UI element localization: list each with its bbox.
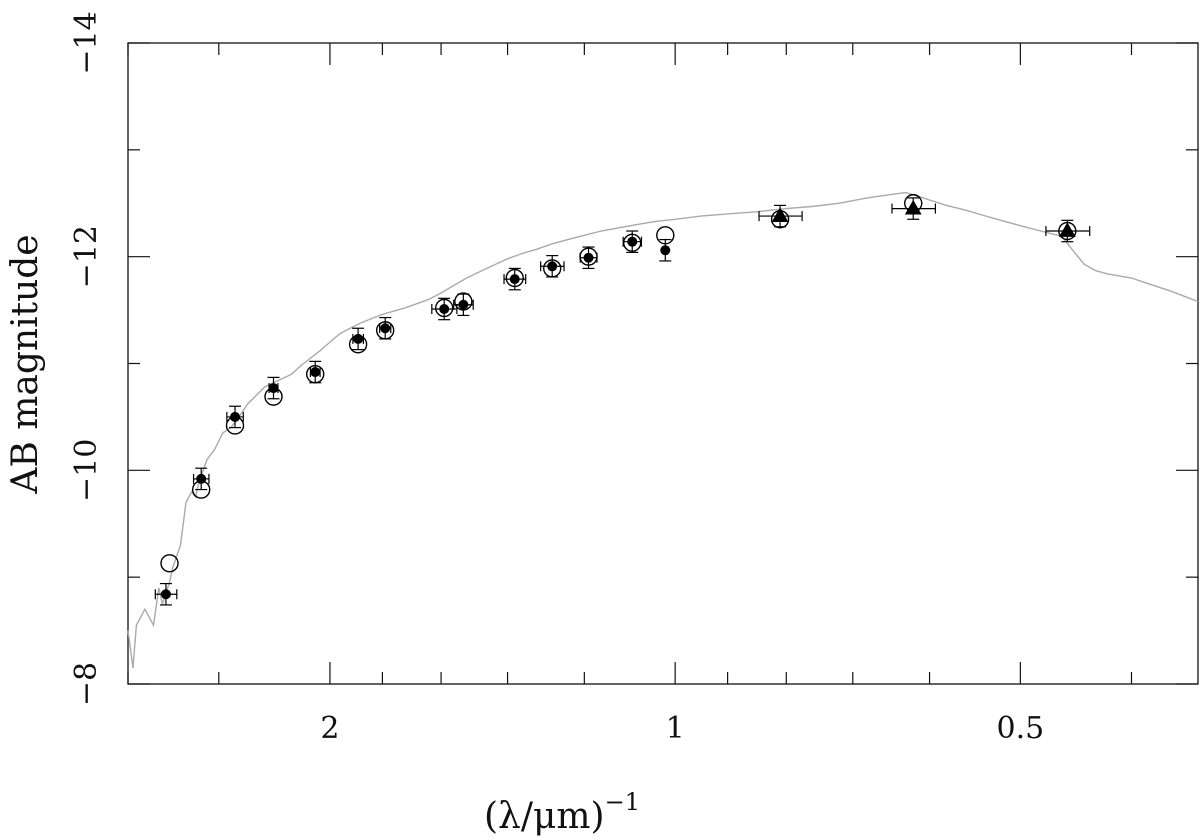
y-tick-label: −8 xyxy=(69,662,104,706)
open-circle-point xyxy=(623,233,642,252)
tick-labels: −8 −10 −12 −14 2 1 0.5 xyxy=(69,11,1044,746)
filled-circle-point xyxy=(160,589,171,600)
x-axis-title: (λ/μm)−1 xyxy=(484,788,640,837)
y-axis-label: AB magnitude xyxy=(5,234,46,494)
model-spectrum-line xyxy=(127,191,1199,669)
open-circle-point xyxy=(306,364,325,384)
open-circle-point xyxy=(579,247,598,266)
model-spectrum-layer xyxy=(127,191,1199,669)
open-circle-point xyxy=(264,387,283,406)
open-circle-point xyxy=(543,259,562,278)
plot-border xyxy=(127,42,1199,685)
x-axis-exponent: −1 xyxy=(605,788,640,816)
x-tick-label: 1 xyxy=(666,711,685,746)
filled-circle-point xyxy=(310,367,321,378)
open-circle-point xyxy=(191,480,211,499)
filled-circle-point xyxy=(439,304,450,315)
open-circle-point xyxy=(225,416,245,435)
x-tick-label: 2 xyxy=(320,711,339,746)
plot-frame xyxy=(127,42,1199,685)
filled-circle-point xyxy=(547,261,558,272)
filled-circle-point xyxy=(627,236,638,247)
filled-circle-point xyxy=(660,245,671,256)
x-tick-label: 0.5 xyxy=(997,711,1045,746)
y-tick-label: −10 xyxy=(69,439,104,502)
data-marks xyxy=(154,194,1091,606)
y-tick-label: −14 xyxy=(69,11,104,74)
open-circle-point xyxy=(375,321,395,340)
filled-triangle-point xyxy=(904,199,922,215)
open-circle-point xyxy=(505,268,524,288)
svg-text:(λ/μm)−1: (λ/μm)−1 xyxy=(484,788,640,837)
y-tick-label: −12 xyxy=(69,225,104,288)
filled-circle-point xyxy=(583,252,594,263)
filled-circle-point xyxy=(509,274,520,285)
filled-circle-point xyxy=(458,299,469,310)
open-circle-point xyxy=(160,554,179,573)
axis-ticks xyxy=(127,42,1198,685)
open-circle-point xyxy=(434,298,454,318)
open-circle-point xyxy=(348,335,368,354)
x-axis-label: (λ/μm) xyxy=(484,796,605,837)
open-circle-point xyxy=(656,226,675,245)
filled-triangle-point xyxy=(771,207,789,222)
filled-triangle-point xyxy=(1058,222,1076,237)
filled-circle-point xyxy=(380,323,391,334)
open-circle-point xyxy=(454,292,473,311)
